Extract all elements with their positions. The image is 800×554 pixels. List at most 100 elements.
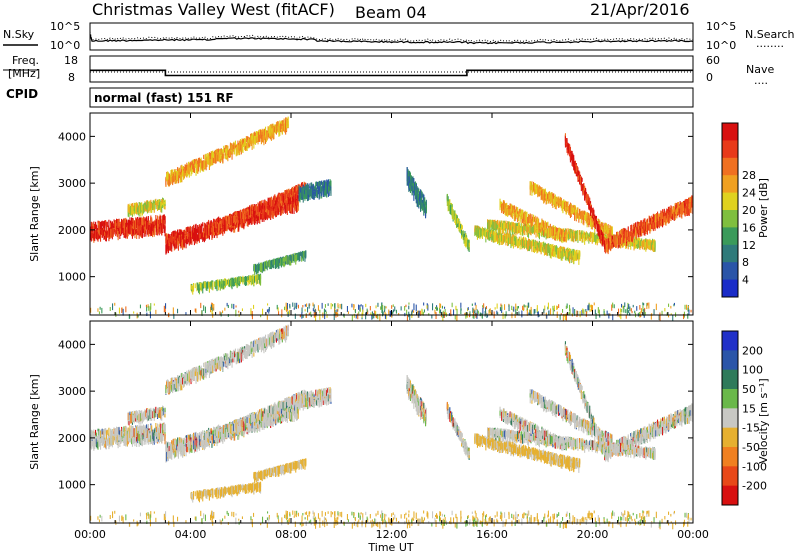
power-cell (206, 283, 208, 291)
power-cell (174, 232, 176, 242)
power-cell (142, 225, 144, 232)
power-cell (240, 211, 242, 219)
power-cell (227, 151, 229, 162)
power-cell (145, 227, 147, 237)
power-cell (123, 225, 125, 233)
power-cell (135, 202, 137, 211)
power-cell (249, 139, 251, 145)
power-cell (237, 211, 239, 216)
power-cell (143, 228, 145, 236)
power-cell (158, 219, 160, 225)
power-cell (115, 220, 117, 231)
power-cell (286, 192, 288, 198)
power-cell (195, 166, 197, 176)
freq-left-tick-bottom: 8 (68, 71, 75, 84)
power-cell (236, 145, 238, 156)
power-cell (216, 281, 218, 292)
power-cell (255, 275, 257, 285)
power-cell (167, 178, 169, 186)
power-cell (258, 203, 260, 213)
power-cell (243, 277, 245, 283)
power-cell (238, 277, 240, 284)
power-cell (254, 215, 256, 225)
power-cell (136, 218, 138, 228)
power-cell (201, 160, 203, 169)
power-cell (186, 229, 188, 235)
power-cell (271, 128, 273, 135)
power-cell (146, 225, 148, 235)
power-cell (194, 159, 196, 164)
power-cell (204, 154, 206, 161)
power-cell (219, 281, 221, 291)
power-cell (121, 218, 123, 227)
power-cell (265, 212, 267, 221)
power-cell (125, 222, 127, 233)
power-cell (244, 220, 246, 227)
power-cell (213, 157, 215, 164)
power-cell (265, 130, 267, 137)
power-cell (219, 148, 221, 159)
power-cell (131, 225, 133, 231)
power-cell (172, 232, 174, 242)
power-cell (126, 225, 128, 233)
power-cell (218, 152, 220, 162)
power-cell (189, 231, 191, 241)
power-cell (286, 205, 288, 215)
power-cell (262, 203, 264, 209)
power-cell (147, 201, 149, 208)
power-cell (183, 239, 185, 247)
power-cell (272, 208, 274, 217)
power-cell (314, 189, 316, 194)
power-cell (157, 201, 159, 210)
power-cell (253, 264, 255, 271)
power-cell (268, 127, 270, 134)
power-cell (297, 200, 299, 211)
power-cell (246, 209, 248, 215)
power-cell (240, 144, 242, 155)
power-cell (117, 220, 119, 228)
power-cell (203, 233, 205, 243)
power-cell (211, 156, 213, 166)
power-cell (206, 158, 208, 167)
power-cell (204, 227, 206, 237)
power-cell (156, 202, 158, 210)
power-cell (305, 189, 307, 199)
power-cell (286, 193, 288, 201)
power-cell (214, 150, 216, 157)
power-cell (281, 208, 283, 213)
power-cell (225, 148, 227, 159)
power-cell (204, 158, 206, 166)
power-cell (138, 222, 140, 233)
power-cell (295, 189, 297, 195)
power-cell (236, 212, 238, 217)
power-cell (129, 227, 131, 235)
power-cell (152, 224, 154, 233)
power-cell (233, 143, 235, 150)
power-cell (267, 206, 269, 215)
power-cell (266, 211, 268, 219)
power-cell (212, 222, 214, 228)
power-cell (256, 275, 258, 284)
power-cell (141, 224, 143, 234)
power-cell (209, 153, 211, 160)
power-cell (311, 182, 313, 188)
power-cell (132, 218, 134, 225)
power-cell (165, 244, 167, 254)
power-cell (253, 207, 255, 217)
power-cell (245, 208, 247, 213)
power-cell (284, 123, 286, 131)
power-cell (250, 275, 252, 282)
power-cell (119, 222, 121, 229)
power-cell (148, 222, 150, 228)
power-cell (279, 196, 281, 207)
power-cell (185, 165, 187, 172)
power-cell (295, 192, 297, 200)
power-cell (255, 263, 257, 271)
power-cell (254, 131, 256, 136)
power-cell (247, 136, 249, 142)
power-cell (154, 219, 156, 225)
power-cell (224, 219, 226, 229)
noise-search-line (89, 31, 694, 43)
power-cell (151, 227, 153, 234)
power-cell (174, 175, 176, 184)
